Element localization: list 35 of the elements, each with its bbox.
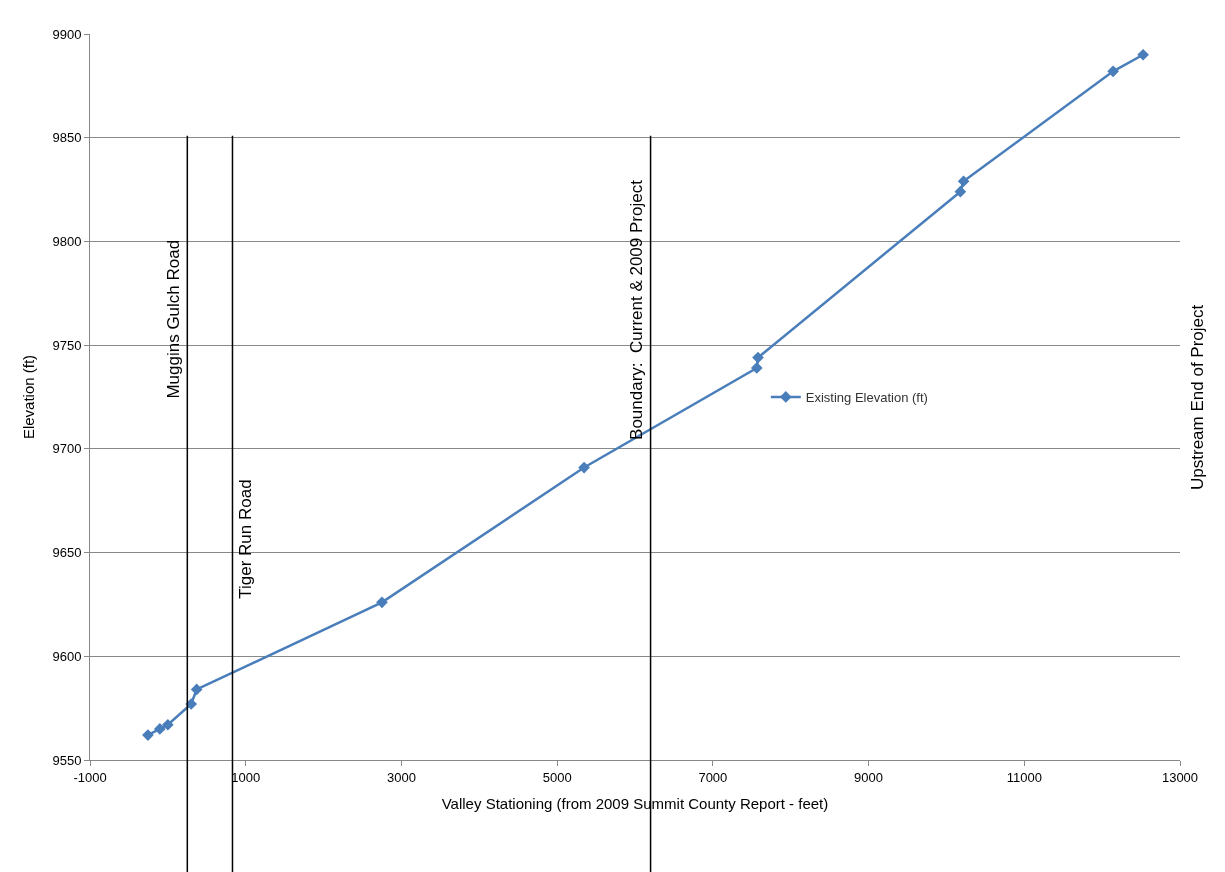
point — [750, 362, 763, 374]
point — [142, 729, 154, 741]
text: Upstream End of Project — [1187, 304, 1207, 490]
point — [1107, 65, 1119, 78]
point — [185, 698, 198, 710]
x-tick-label: 7000 — [698, 769, 728, 785]
x-tick-label: 5000 — [542, 769, 572, 785]
ref-line-label: Boundary: Current & 2009 Project — [627, 179, 647, 440]
point — [752, 351, 764, 364]
y-tick-label: 9550 — [52, 752, 82, 768]
point — [954, 185, 967, 198]
y-tick-label: 9900 — [52, 26, 82, 42]
point — [578, 461, 590, 474]
point — [153, 723, 166, 735]
ref-line-label: Muggins Gulch Road — [164, 239, 184, 399]
x-tick-label: -1000 — [73, 769, 107, 785]
point — [1137, 48, 1149, 61]
x-tick-label: 11000 — [1006, 769, 1042, 785]
y-axis-title: Elevation (ft) — [19, 354, 37, 440]
y-tick-label: 9650 — [52, 545, 82, 561]
point — [162, 718, 174, 731]
x-tick-label: 1000 — [231, 769, 261, 785]
point — [376, 596, 388, 609]
x-tick-label: 3000 — [386, 769, 416, 785]
y-tick-label: 9700 — [52, 441, 82, 457]
y-tick-label: 9750 — [52, 337, 82, 353]
legend-label: Existing Elevation (ft) — [805, 390, 928, 406]
ref-line-label: Tiger Run Road — [236, 479, 256, 599]
y-tick-label: 9800 — [52, 233, 82, 249]
x-tick-label: 13000 — [1161, 769, 1199, 785]
y-tick-label: 9600 — [52, 648, 82, 664]
y-tick-label: 9850 — [52, 130, 82, 146]
x-tick-label: 9000 — [854, 769, 884, 785]
point — [190, 683, 203, 696]
point — [957, 175, 970, 188]
